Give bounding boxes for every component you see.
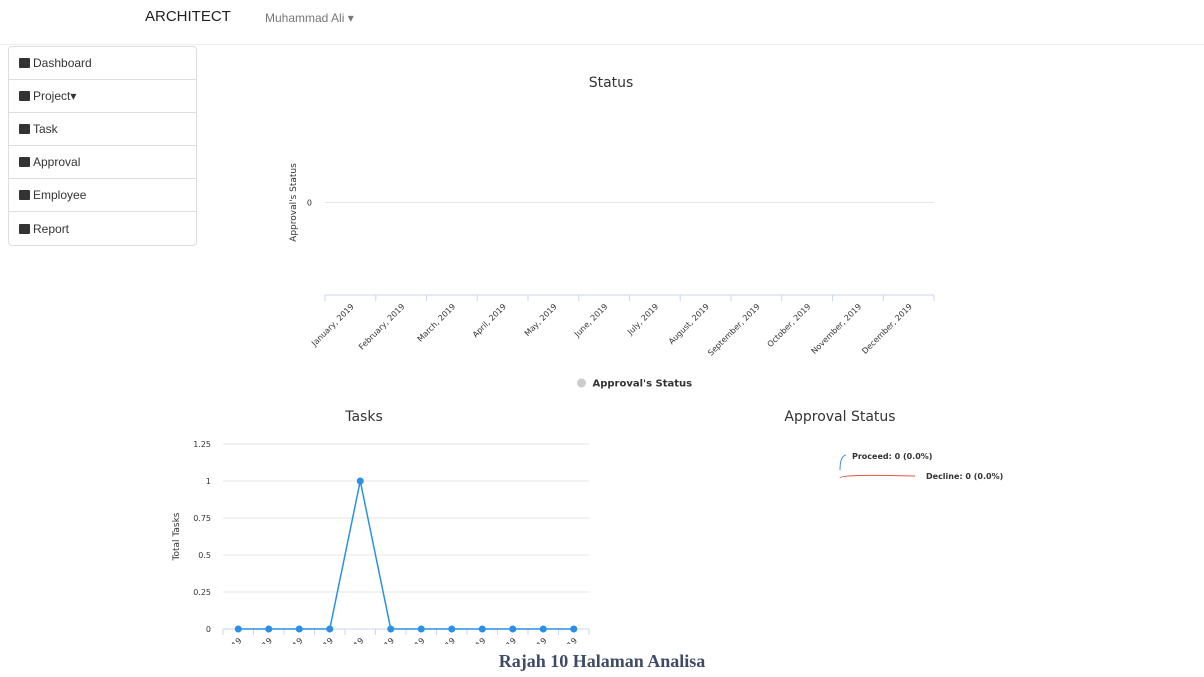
navbar: ARCHITECT Muhammad Ali ▾ xyxy=(0,0,1204,45)
nav-icon xyxy=(19,58,30,68)
point xyxy=(356,477,364,485)
point xyxy=(570,625,578,633)
slice-label: Decline: 0 (0.0%) xyxy=(926,472,1003,481)
chart-title: Status xyxy=(589,75,634,91)
nav-icon xyxy=(19,124,30,134)
nav-item[interactable]: Dashboard xyxy=(9,47,196,80)
nav-label[interactable]: Approval xyxy=(33,155,81,169)
y-axis-label: Total Tasks xyxy=(172,512,182,561)
nav-label[interactable]: Dashboard xyxy=(33,56,92,70)
y-tick-label: 0 xyxy=(206,625,211,634)
nav-label[interactable]: Project xyxy=(33,89,71,103)
x-tick-label: February, 2019 xyxy=(357,302,406,351)
point xyxy=(478,625,486,633)
nav-item[interactable]: Employee xyxy=(9,179,196,212)
x-tick-label: August, 2019 xyxy=(667,302,711,346)
y-tick-label: 0.25 xyxy=(193,588,211,597)
point xyxy=(265,625,273,633)
nav-icon xyxy=(19,190,30,200)
nav-icon xyxy=(19,223,30,234)
chart-title: Approval Status xyxy=(784,409,895,425)
legend-swatch xyxy=(577,378,586,388)
sidebar: Dashboard Project ▾ Task Approval Employee Re… xyxy=(8,46,197,246)
nav-item[interactable]: Approval xyxy=(9,146,196,179)
point xyxy=(448,625,456,633)
y-tick-label: 0.75 xyxy=(193,514,211,523)
x-tick-label: May, 2019 xyxy=(523,302,559,338)
slice-connector xyxy=(839,474,916,479)
nav-label[interactable]: Report xyxy=(33,221,70,236)
caret: ▾ xyxy=(70,89,77,103)
point xyxy=(509,625,517,633)
x-tick-label: November, 2019 xyxy=(810,302,864,356)
slice-connector xyxy=(839,454,847,471)
point xyxy=(326,625,334,633)
nav-label[interactable]: Employee xyxy=(33,188,87,202)
point xyxy=(387,625,395,633)
y-tick-label: 1.25 xyxy=(193,440,211,449)
point xyxy=(417,625,425,633)
nav-item[interactable]: Report xyxy=(9,212,196,245)
nav-item[interactable]: Project ▾ xyxy=(9,80,196,113)
user-menu[interactable]: Muhammad Ali ▾ xyxy=(265,11,354,25)
point xyxy=(539,625,547,633)
x-tick-label: January, 2019 xyxy=(309,302,356,349)
chart-title: Tasks xyxy=(344,409,383,425)
legend-label: Approval's Status xyxy=(593,379,693,390)
nav-icon xyxy=(19,91,30,101)
point xyxy=(234,625,242,633)
x-tick-label: June, 2019 xyxy=(572,302,609,339)
y-tick-label: 0 xyxy=(307,199,312,208)
brand[interactable]: ARCHITECT xyxy=(145,8,231,25)
nav-label[interactable]: Task xyxy=(33,122,58,136)
user-name[interactable]: Muhammad Ali xyxy=(265,11,345,25)
x-tick-label: March, 2019 xyxy=(416,302,458,344)
nav-icon xyxy=(19,157,30,167)
y-tick-label: 0.5 xyxy=(198,551,211,560)
x-tick-label: April, 2019 xyxy=(471,302,508,339)
series-line xyxy=(238,480,574,630)
x-tick-label: September, 2019 xyxy=(706,302,762,358)
slice-label: Proceed: 0 (0.0%) xyxy=(852,452,932,461)
x-tick-label: October, 2019 xyxy=(766,302,813,349)
point xyxy=(295,625,303,633)
caption: Rajah 10 Halaman Analisa xyxy=(0,651,1204,672)
nav-item[interactable]: Task xyxy=(9,113,196,146)
x-tick-label: December, 2019 xyxy=(860,302,914,356)
x-tick-label: July, 2019 xyxy=(625,302,660,337)
y-axis-label: Approval's Status xyxy=(289,163,299,242)
y-tick-label: 1 xyxy=(206,477,211,486)
